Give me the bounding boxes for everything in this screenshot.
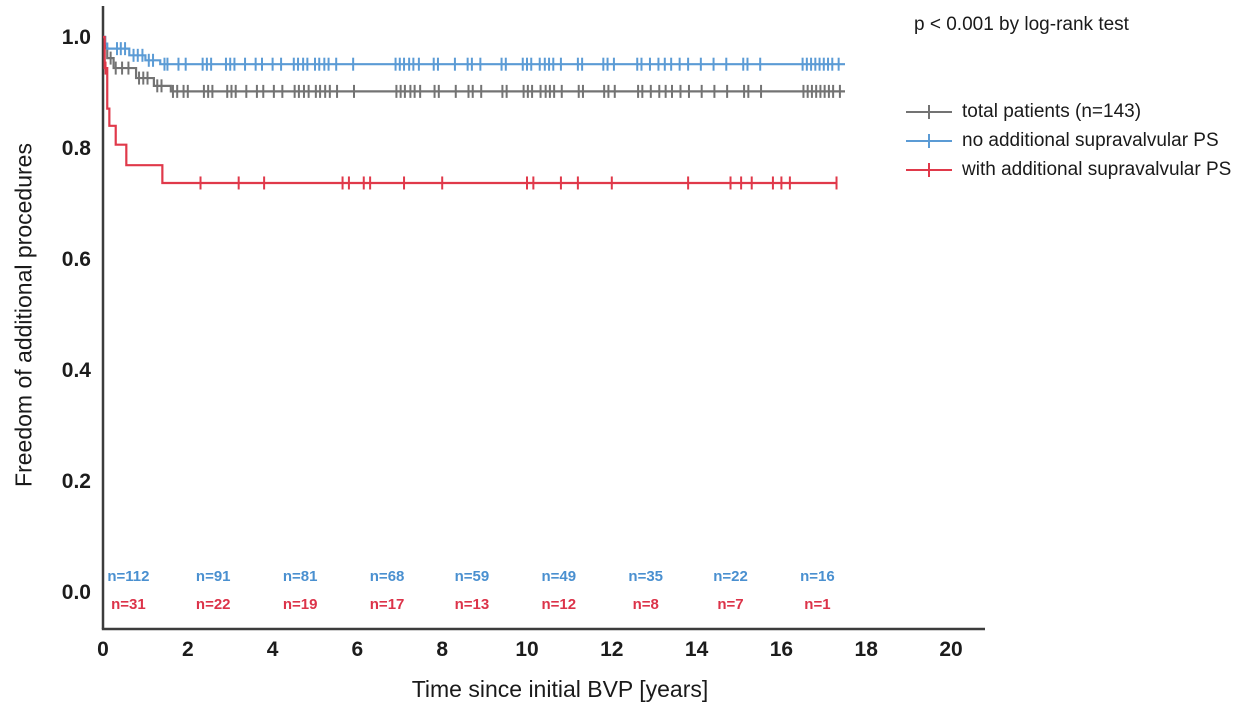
at-risk-count: n=16: [800, 568, 835, 585]
at-risk-table: n=112 n=91 n=81 n=68 n=59 n=49 n=35 n=22 n=16 n=3…: [107, 568, 834, 613]
at-risk-count: n=35: [628, 568, 663, 585]
survival-curve: [103, 35, 845, 66]
x-tick-label: 14: [685, 638, 709, 661]
y-tick-labels: 0.0 0.2 0.4 0.6 0.8 1.0: [62, 26, 92, 604]
legend-plus-marker-icon: [906, 163, 952, 177]
at-risk-count: n=31: [111, 596, 146, 613]
censor-ticks: [115, 42, 840, 71]
censor-ticks: [109, 51, 841, 98]
x-tick-label: 4: [267, 638, 279, 661]
y-tick-label: 0.2: [62, 470, 91, 493]
at-risk-count: n=13: [455, 596, 490, 613]
at-risk-count: n=81: [283, 568, 318, 585]
legend: total patients (n=143) no additional supr…: [906, 101, 1231, 181]
at-risk-count: n=22: [196, 596, 231, 613]
at-risk-count: n=7: [717, 596, 743, 613]
legend-plus-marker-icon: [906, 134, 952, 148]
censor-ticks: [104, 61, 838, 190]
y-tick-label: 0.8: [62, 137, 92, 160]
series-2: [103, 35, 838, 190]
at-risk-count: n=1: [804, 596, 830, 613]
x-tick-label: 2: [182, 638, 194, 661]
legend-label: no additional supravalvular PS: [962, 130, 1219, 151]
at-risk-count: n=59: [455, 568, 490, 585]
y-tick-label: 0.6: [62, 248, 91, 271]
at-risk-count: n=112: [107, 568, 149, 585]
x-tick-label: 8: [436, 638, 448, 661]
x-tick-label: 18: [855, 638, 879, 661]
y-axis-label: Freedom of additional procedures: [10, 143, 37, 487]
x-tick-label: 0: [97, 638, 109, 661]
legend-item-1: no additional supravalvular PS: [906, 130, 1231, 152]
legend-label: total patients (n=143): [962, 101, 1142, 122]
at-risk-count: n=8: [633, 596, 659, 613]
legend-item-0: total patients (n=143): [906, 101, 1231, 123]
x-tick-labels: 0 2 4 6 8 10 12 14 16 18 20: [97, 638, 963, 661]
at-risk-count: n=68: [370, 568, 405, 585]
at-risk-count: n=19: [283, 596, 318, 613]
series-1: [103, 35, 845, 71]
series-0: [103, 35, 845, 98]
x-axis-label: Time since initial BVP [years]: [411, 676, 709, 702]
y-tick-label: 0.4: [62, 359, 92, 382]
y-tick-label: 0.0: [62, 581, 91, 604]
at-risk-row: n=112 n=91 n=81 n=68 n=59 n=49 n=35 n=22 n=16: [107, 568, 834, 585]
x-tick-label: 12: [600, 638, 623, 661]
at-risk-count: n=12: [541, 596, 576, 613]
at-risk-count: n=17: [370, 596, 405, 613]
x-tick-label: 10: [515, 638, 538, 661]
at-risk-row: n=31 n=22 n=19 n=17 n=13 n=12 n=8 n=7 n=1: [111, 596, 830, 613]
p-value-annotation: p < 0.001 by log-rank test: [914, 14, 1129, 35]
x-tick-label: 20: [939, 638, 962, 661]
x-tick-label: 6: [352, 638, 364, 661]
legend-label: with additional supravalvular PS: [962, 159, 1232, 180]
axes: [101, 6, 985, 631]
at-risk-count: n=49: [541, 568, 576, 585]
legend-plus-marker-icon: [906, 105, 952, 119]
legend-item-2: with additional supravalvular PS: [906, 159, 1231, 181]
y-tick-label: 1.0: [62, 26, 91, 49]
at-risk-count: n=22: [713, 568, 748, 585]
x-tick-label: 16: [770, 638, 793, 661]
at-risk-count: n=91: [196, 568, 231, 585]
